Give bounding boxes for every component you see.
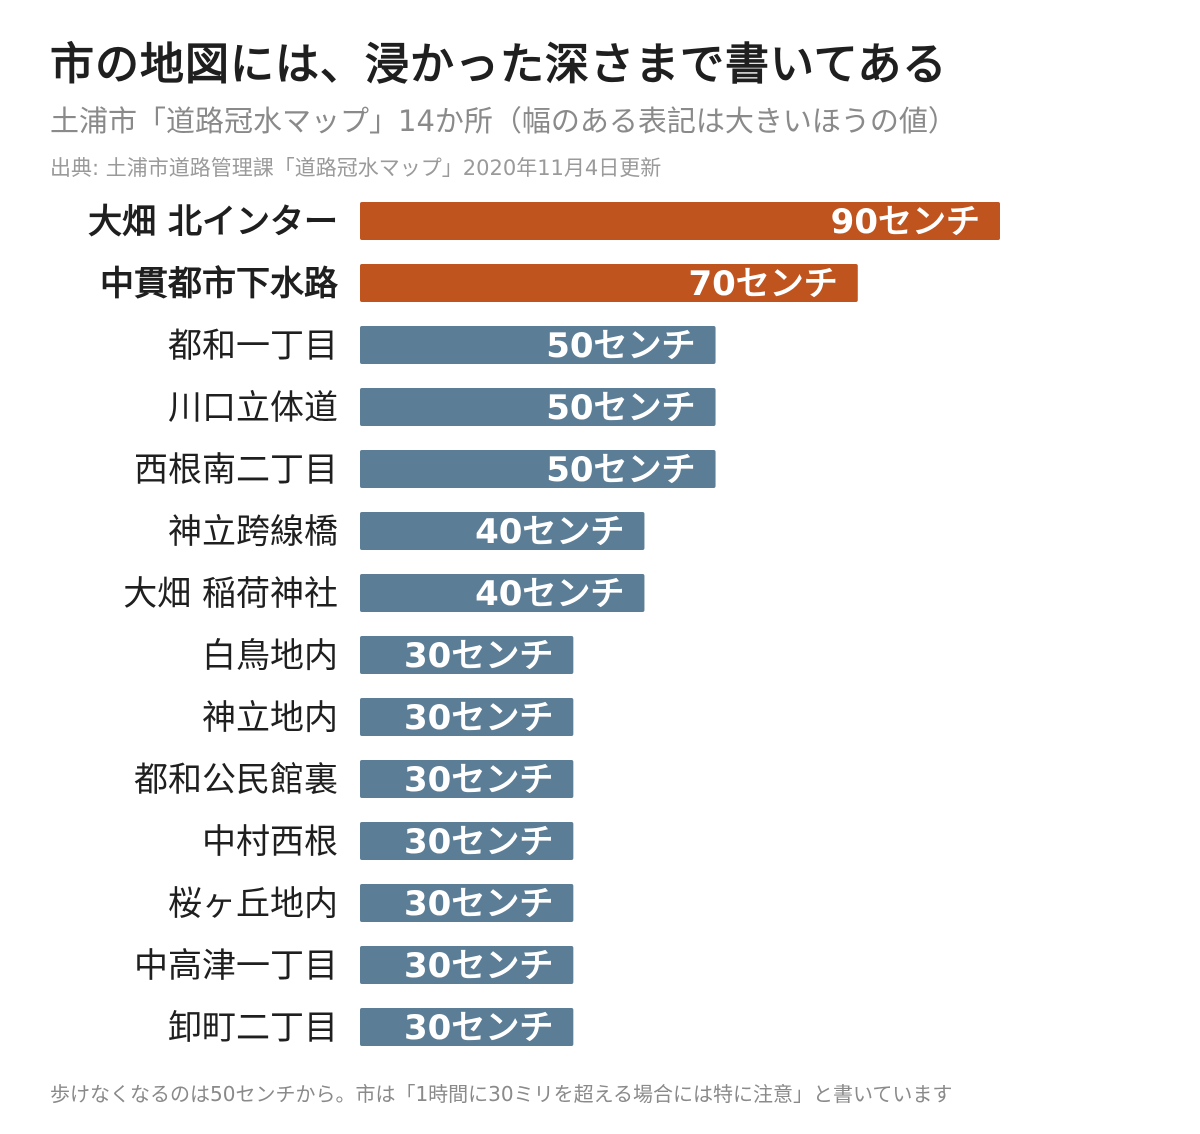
bar	[360, 636, 574, 674]
bar-row: 都和公民館裏 30センチ	[134, 760, 574, 800]
category-label: 大畑 稲荷神社	[123, 574, 338, 614]
data-label: 30センチ	[404, 822, 553, 862]
data-label: 30センチ	[404, 760, 553, 800]
category-label: 中高津一丁目	[134, 946, 338, 986]
data-label: 50センチ	[546, 388, 695, 428]
category-label: 神立地内	[202, 698, 338, 738]
bar-row: 都和一丁目 50センチ	[168, 326, 716, 366]
bar-row: 神立地内 30センチ	[202, 698, 574, 738]
bar	[360, 698, 574, 736]
data-label: 70センチ	[688, 264, 837, 304]
bar-row: 卸町二丁目 30センチ	[168, 1008, 574, 1048]
category-label: 川口立体道	[168, 388, 338, 428]
category-label: 西根南二丁目	[134, 450, 338, 490]
bar-row: 中高津一丁目 30センチ	[134, 946, 574, 986]
bar	[360, 264, 858, 302]
chart-source: 出典: 土浦市道路管理課「道路冠水マップ」2020年11月4日更新	[50, 156, 662, 180]
bar	[360, 1008, 574, 1046]
bar-row: 中村西根 30センチ	[202, 822, 574, 862]
category-label: 白鳥地内	[202, 636, 338, 676]
category-label: 神立跨線橋	[168, 512, 338, 552]
data-label: 90センチ	[831, 202, 980, 242]
bar-row: 神立跨線橋 40センチ	[168, 512, 645, 552]
bar	[360, 946, 574, 984]
category-label: 中貫都市下水路	[100, 264, 339, 304]
bar	[360, 388, 716, 426]
bar	[360, 574, 645, 612]
category-label: 桜ヶ丘地内	[168, 884, 338, 924]
data-label: 50センチ	[546, 450, 695, 490]
chart-subtitle: 土浦市「道路冠水マップ」14か所（幅のある表記は大きいほうの値）	[50, 104, 957, 138]
category-label: 都和一丁目	[168, 326, 338, 366]
bar-row: 桜ヶ丘地内 30センチ	[168, 884, 574, 924]
category-label: 都和公民館裏	[134, 760, 338, 800]
category-label: 卸町二丁目	[168, 1008, 338, 1048]
bar-row: 中貫都市下水路 70センチ	[100, 264, 858, 304]
bar	[360, 326, 716, 364]
bar	[360, 822, 574, 860]
chart-title: 市の地図には、浸かった深さまで書いてある	[50, 39, 948, 90]
bar-row: 大畑 北インター 90センチ	[88, 202, 1000, 242]
bar	[360, 760, 574, 798]
data-label: 30センチ	[404, 636, 553, 676]
bar-row: 川口立体道 50センチ	[168, 388, 716, 428]
bar	[360, 450, 716, 488]
data-label: 50センチ	[546, 326, 695, 366]
data-label: 40センチ	[475, 512, 624, 552]
data-label: 30センチ	[404, 698, 553, 738]
bar-row: 大畑 稲荷神社 40センチ	[123, 574, 645, 614]
category-label: 大畑 北インター	[88, 202, 338, 242]
bar	[360, 512, 645, 550]
bar	[360, 884, 574, 922]
bar-row: 白鳥地内 30センチ	[202, 636, 574, 676]
bar-row: 西根南二丁目 50センチ	[134, 450, 716, 490]
category-label: 中村西根	[202, 822, 338, 862]
data-label: 30センチ	[404, 884, 553, 924]
bar	[360, 202, 1000, 240]
chart-footnote: 歩けなくなるのは50センチから。市は「1時間に30ミリを超える場合には特に注意」…	[50, 1082, 953, 1106]
data-label: 30センチ	[404, 946, 553, 986]
data-label: 40センチ	[475, 574, 624, 614]
data-label: 30センチ	[404, 1008, 553, 1048]
